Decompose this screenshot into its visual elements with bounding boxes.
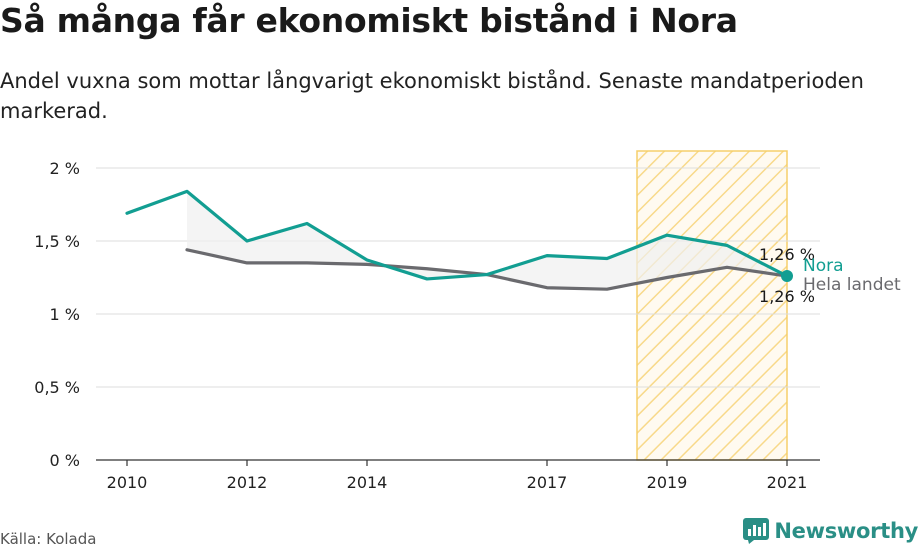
brand-name: Newsworthy (774, 519, 918, 543)
x-tick-label: 2019 (647, 473, 688, 492)
x-tick-label: 2014 (347, 473, 388, 492)
chart-title: Så många får ekonomiskt bistånd i Nora (0, 1, 738, 40)
chart-subtitle: Andel vuxna som mottar långvarigt ekonom… (0, 69, 864, 123)
hela-landet-end-value-label: 1,26 % (759, 287, 815, 306)
highlight-period (636, 150, 788, 461)
nora-line (125, 189, 789, 281)
end-point-marker (781, 270, 793, 283)
nora-series-label: Nora (803, 256, 844, 276)
nora-end-value-label: 1,26 % (759, 245, 815, 264)
x-tick-label: 2010 (107, 473, 148, 492)
y-tick-label: 2 % (50, 159, 80, 178)
hela-landet-series-label: Hela landet (803, 275, 901, 295)
y-tick-label: 1 % (50, 305, 80, 324)
x-tick-label: 2012 (227, 473, 268, 492)
difference-area (187, 191, 787, 290)
x-tick-label: 2021 (767, 473, 808, 492)
source-note: Källa: Kolada (0, 530, 97, 548)
newsworthy-logo-icon (743, 518, 770, 544)
x-tick-label: 2017 (527, 473, 568, 492)
y-tick-label: 0,5 % (34, 378, 80, 397)
brand-logo: Newsworthy (743, 518, 918, 544)
y-tick-label: 0 % (50, 451, 80, 470)
y-tick-label: 1,5 % (34, 232, 80, 251)
